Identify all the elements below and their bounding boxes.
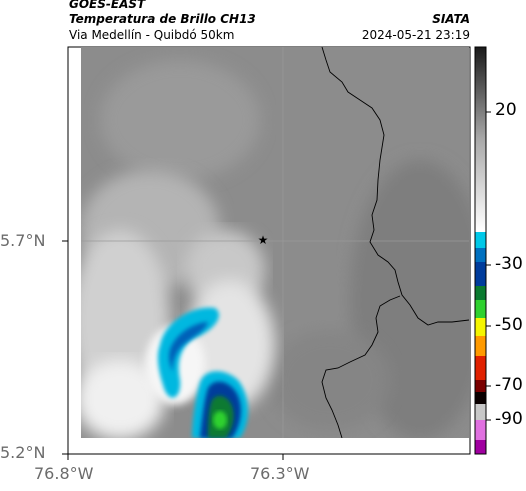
colorbar-band: [475, 392, 486, 404]
colorbar-band: [475, 286, 486, 300]
star-icon: ★: [258, 233, 269, 247]
colorbar-band: [475, 380, 486, 392]
colorbar-band: [475, 440, 486, 454]
colorbar-band: [475, 356, 486, 380]
colorbar: [475, 47, 486, 454]
colorbar-label: 20: [495, 100, 517, 120]
colorbar-label: -30: [495, 254, 523, 274]
product-title: Temperatura de Brillo CH13: [69, 12, 256, 26]
brightness-temperature-field: [81, 47, 469, 438]
satellite-name: GOES-EAST: [69, 0, 146, 11]
region-subtitle: Via Medellín - Quibdó 50km: [69, 28, 235, 42]
brand-label: SIATA: [432, 12, 470, 26]
y-tick-label: 5.7°N: [0, 231, 46, 250]
timestamp: 2024-05-21 23:19: [361, 28, 470, 42]
colorbar-band: [475, 300, 486, 318]
colorbar-label: -90: [495, 409, 523, 429]
x-tick-label: 76.3°W: [250, 464, 310, 483]
y-tick-label: 5.2°N: [0, 443, 46, 462]
colorbar-label: -50: [495, 315, 523, 335]
x-tick-label: 76.8°W: [34, 464, 94, 483]
colorbar-band: [475, 404, 486, 420]
colorbar-band: [475, 262, 486, 286]
colorbar-label: -70: [495, 375, 523, 395]
colorbar-band: [475, 420, 486, 440]
colorbar-band: [475, 248, 486, 262]
colorbar-band: [475, 232, 486, 248]
colorbar-grey-ramp: [475, 47, 486, 230]
colorbar-frame: [474, 46, 487, 455]
colorbar-band: [475, 318, 486, 336]
colorbar-band: [475, 336, 486, 356]
